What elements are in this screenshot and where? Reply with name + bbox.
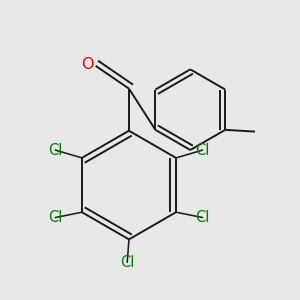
Text: Cl: Cl (48, 143, 63, 158)
Text: Cl: Cl (195, 143, 209, 158)
Text: Cl: Cl (48, 210, 63, 225)
Text: Cl: Cl (120, 255, 134, 270)
Text: O: O (81, 57, 93, 72)
Text: Cl: Cl (195, 210, 209, 225)
